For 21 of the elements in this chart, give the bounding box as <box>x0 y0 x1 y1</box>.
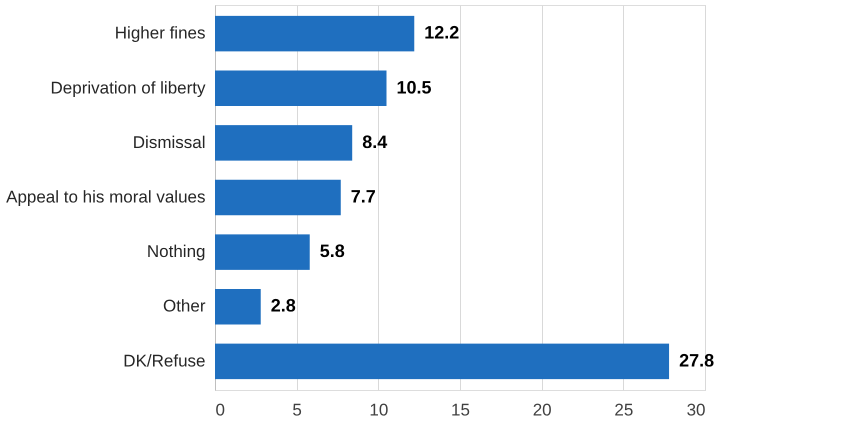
y-tick-label: Appeal to his moral values <box>6 188 206 206</box>
x-tick-label: 25 <box>614 400 634 420</box>
data-label: 7.7 <box>350 186 376 206</box>
y-tick-label: Deprivation of liberty <box>50 78 206 98</box>
x-tick-label: 10 <box>369 400 388 420</box>
y-tick-label: Nothing <box>146 242 206 262</box>
data-label: 8.4 <box>362 132 388 152</box>
data-label: 12.2 <box>424 22 460 43</box>
y-tick-label: Dismissal <box>132 132 206 152</box>
x-tick-label: 20 <box>532 400 552 420</box>
y-tick-label: DK/Refuse <box>123 351 206 370</box>
x-tick-label: 30 <box>686 400 706 420</box>
x-tick-label: 0 <box>216 400 225 420</box>
x-tick-label: 5 <box>292 400 302 420</box>
data-label: 2.8 <box>270 296 296 316</box>
y-tick-label: Other <box>162 296 206 316</box>
data-label: 10.5 <box>396 77 432 98</box>
data-label: 5.8 <box>320 241 345 262</box>
data-label: 27.8 <box>679 350 714 370</box>
y-tick-label: Higher fines <box>114 24 206 43</box>
x-tick-label: 15 <box>451 400 470 420</box>
